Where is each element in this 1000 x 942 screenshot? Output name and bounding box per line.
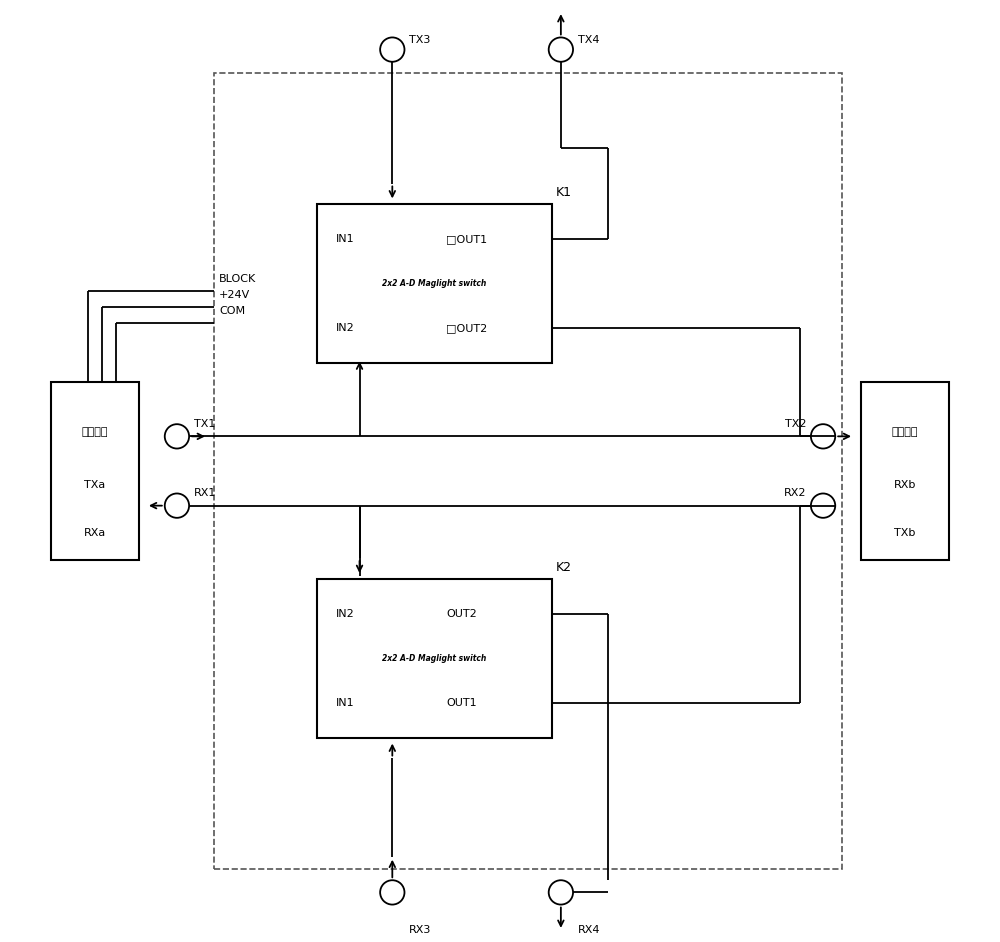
FancyBboxPatch shape: [51, 382, 139, 560]
FancyBboxPatch shape: [317, 578, 552, 738]
Text: RXb: RXb: [894, 480, 916, 490]
Text: RXa: RXa: [84, 528, 106, 538]
Text: RX4: RX4: [578, 925, 600, 935]
Text: 2x2 A-D Maglight switch: 2x2 A-D Maglight switch: [382, 654, 487, 663]
Text: 对侧保护: 对侧保护: [892, 427, 918, 437]
Text: RX3: RX3: [409, 925, 432, 935]
Text: OUT2: OUT2: [446, 609, 477, 619]
Text: 2x2 A-D Maglight switch: 2x2 A-D Maglight switch: [382, 279, 487, 288]
Text: IN2: IN2: [336, 323, 355, 333]
Text: TXb: TXb: [894, 528, 916, 538]
FancyBboxPatch shape: [861, 382, 949, 560]
Text: RX2: RX2: [784, 488, 806, 498]
Text: TX4: TX4: [578, 35, 599, 45]
Text: TX3: TX3: [409, 35, 431, 45]
Text: TX1: TX1: [194, 419, 215, 429]
Text: COM: COM: [219, 305, 245, 316]
Text: RX1: RX1: [194, 488, 216, 498]
Text: +24V: +24V: [219, 289, 250, 300]
Text: □OUT2: □OUT2: [446, 323, 487, 333]
Text: K1: K1: [556, 187, 572, 200]
FancyBboxPatch shape: [317, 204, 552, 364]
Text: IN1: IN1: [336, 698, 355, 707]
Text: □OUT1: □OUT1: [446, 235, 487, 244]
Text: TXa: TXa: [84, 480, 106, 490]
Text: IN1: IN1: [336, 235, 355, 244]
Text: OUT1: OUT1: [446, 698, 477, 707]
Text: IN2: IN2: [336, 609, 355, 619]
Text: K2: K2: [556, 561, 572, 574]
Text: BLOCK: BLOCK: [219, 274, 256, 284]
Text: TX2: TX2: [785, 419, 806, 429]
Text: 本侧保护: 本侧保护: [82, 427, 108, 437]
